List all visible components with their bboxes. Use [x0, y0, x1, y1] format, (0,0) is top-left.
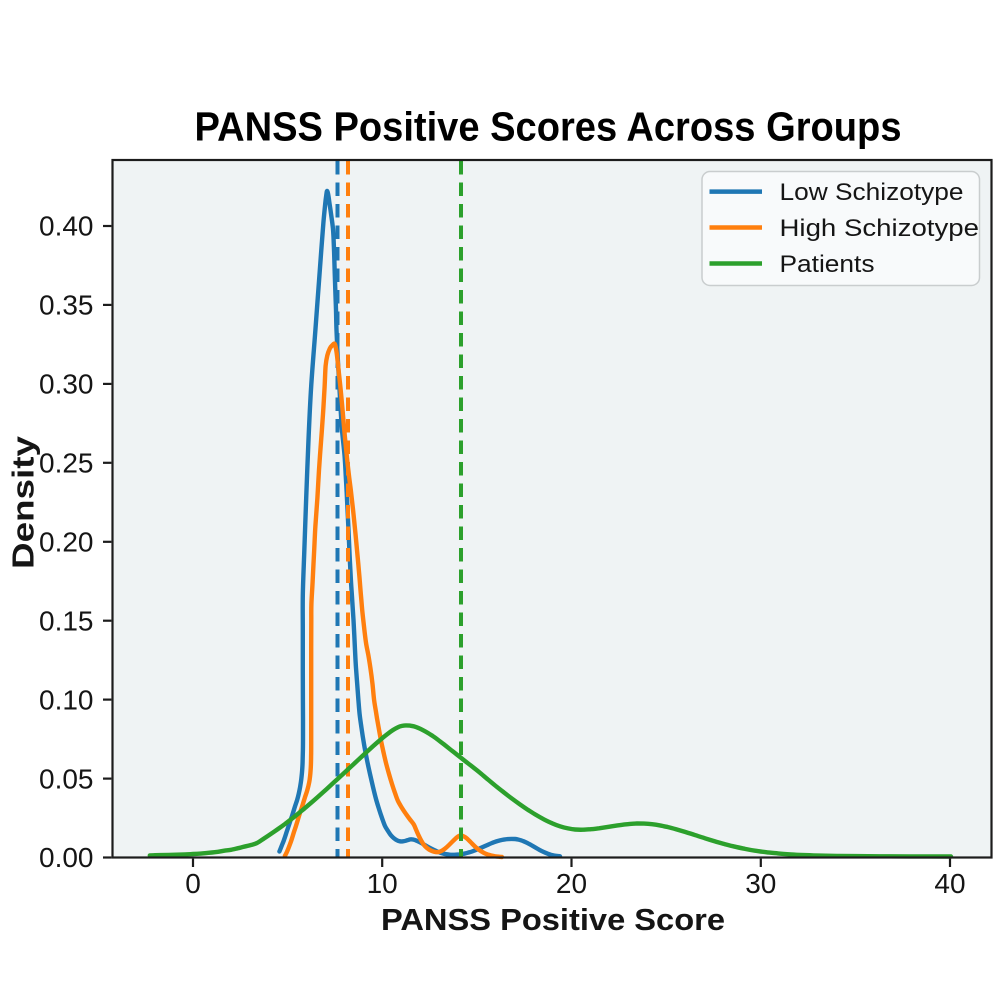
svg-text:0.35: 0.35 [39, 290, 94, 321]
svg-text:0.15: 0.15 [39, 605, 94, 636]
svg-text:Patients: Patients [780, 251, 875, 278]
svg-text:Density: Density [7, 436, 41, 569]
svg-text:30: 30 [745, 868, 776, 899]
svg-text:0.20: 0.20 [39, 527, 94, 558]
svg-text:PANSS Positive Score: PANSS Positive Score [381, 903, 725, 937]
svg-text:0.05: 0.05 [39, 763, 94, 794]
svg-text:10: 10 [367, 868, 398, 899]
svg-text:0.25: 0.25 [39, 448, 94, 479]
svg-text:0.30: 0.30 [39, 369, 94, 400]
svg-text:40: 40 [934, 868, 965, 899]
svg-text:0.10: 0.10 [39, 684, 94, 715]
svg-text:0.00: 0.00 [39, 842, 94, 873]
svg-text:PANSS Positive Scores Across G: PANSS Positive Scores Across Groups [195, 104, 902, 150]
svg-text:Low Schizotype: Low Schizotype [780, 179, 964, 206]
svg-text:High Schizotype: High Schizotype [780, 215, 980, 242]
svg-text:0.40: 0.40 [39, 211, 94, 242]
svg-text:0: 0 [185, 868, 201, 899]
svg-text:20: 20 [556, 868, 587, 899]
